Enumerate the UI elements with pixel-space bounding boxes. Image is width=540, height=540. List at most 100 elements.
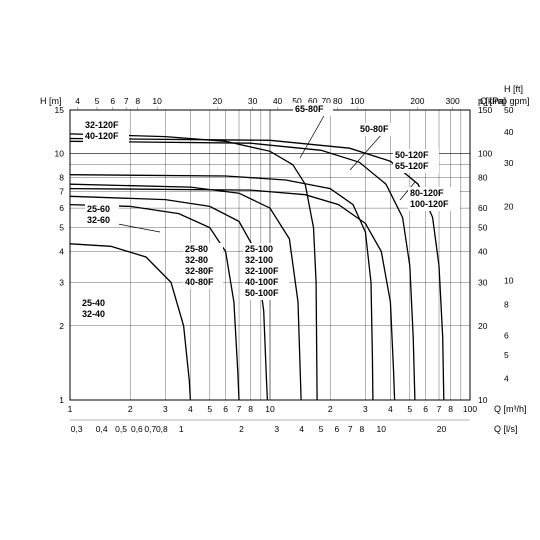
svg-text:1: 1 — [68, 404, 73, 414]
svg-text:5: 5 — [59, 223, 64, 233]
svg-text:2: 2 — [239, 424, 244, 434]
curve-label: 32-80F — [185, 266, 214, 276]
svg-text:10: 10 — [504, 276, 514, 286]
svg-text:0,5: 0,5 — [115, 424, 127, 434]
svg-text:10: 10 — [55, 148, 65, 158]
svg-text:4: 4 — [188, 404, 193, 414]
curve-label: 32-80 — [185, 255, 208, 265]
svg-text:6: 6 — [335, 424, 340, 434]
x-axis-label-m3h: Q [m³/h] — [494, 404, 527, 414]
curve-label: 50-100F — [245, 288, 279, 298]
curve-label: 25-80 — [185, 244, 208, 254]
svg-text:30: 30 — [504, 158, 514, 168]
svg-text:0,7: 0,7 — [144, 424, 156, 434]
svg-text:40: 40 — [478, 247, 488, 257]
svg-text:8: 8 — [504, 299, 509, 309]
curve-label: 25-40 — [82, 298, 105, 308]
svg-text:30: 30 — [478, 277, 488, 287]
svg-text:2: 2 — [128, 404, 133, 414]
svg-text:8: 8 — [59, 172, 64, 182]
svg-text:3: 3 — [59, 277, 64, 287]
svg-text:20: 20 — [213, 96, 223, 106]
curve-label: 25-60 — [87, 204, 110, 214]
svg-text:10: 10 — [265, 404, 275, 414]
svg-text:150: 150 — [478, 105, 492, 115]
svg-text:1: 1 — [179, 424, 184, 434]
svg-text:80: 80 — [478, 172, 488, 182]
x-axis-label-ls: Q [l/s] — [494, 424, 518, 434]
y-axis-label-ft: H [ft] — [504, 84, 523, 94]
svg-text:0,4: 0,4 — [96, 424, 108, 434]
svg-text:0,8: 0,8 — [156, 424, 168, 434]
svg-text:20: 20 — [478, 321, 488, 331]
svg-text:100: 100 — [350, 96, 364, 106]
svg-text:4: 4 — [388, 404, 393, 414]
svg-text:10: 10 — [377, 424, 387, 434]
svg-text:6: 6 — [110, 96, 115, 106]
svg-text:4: 4 — [504, 374, 509, 384]
curve-label: 80-120F — [410, 188, 444, 198]
curve-label: 65-120F — [395, 161, 429, 171]
svg-text:6: 6 — [504, 330, 509, 340]
svg-text:6: 6 — [423, 404, 428, 414]
curve-label: 32-100F — [245, 266, 279, 276]
svg-text:4: 4 — [299, 424, 304, 434]
svg-text:15: 15 — [55, 105, 65, 115]
svg-text:5: 5 — [319, 424, 324, 434]
svg-text:7: 7 — [237, 404, 242, 414]
curve-label: 40-120F — [85, 131, 119, 141]
svg-text:7: 7 — [437, 404, 442, 414]
svg-text:2: 2 — [59, 321, 64, 331]
pump-curve-chart: 12345678102345678100Q [m³/h]0,30,40,50,6… — [0, 0, 540, 540]
curve-label: 65-80F — [295, 104, 324, 114]
svg-text:1: 1 — [59, 395, 64, 405]
svg-text:4: 4 — [59, 247, 64, 257]
svg-text:5: 5 — [504, 350, 509, 360]
svg-text:8: 8 — [360, 424, 365, 434]
svg-text:80: 80 — [333, 96, 343, 106]
svg-text:50: 50 — [478, 223, 488, 233]
curve-label: 32-120F — [85, 120, 119, 130]
curve-label: 32-40 — [82, 309, 105, 319]
svg-text:50: 50 — [504, 105, 514, 115]
svg-text:5: 5 — [407, 404, 412, 414]
svg-text:10: 10 — [152, 96, 162, 106]
svg-text:5: 5 — [95, 96, 100, 106]
curve-label: 32-60 — [87, 215, 110, 225]
svg-text:0,3: 0,3 — [71, 424, 83, 434]
svg-text:8: 8 — [248, 404, 253, 414]
curve-label: 40-100F — [245, 277, 279, 287]
svg-text:100: 100 — [478, 148, 492, 158]
curve-label: 50-120F — [395, 150, 429, 160]
svg-text:5: 5 — [207, 404, 212, 414]
svg-text:3: 3 — [274, 424, 279, 434]
curve-label: 25-100 — [245, 244, 273, 254]
svg-text:0,6: 0,6 — [131, 424, 143, 434]
curve-label: 40-80F — [185, 277, 214, 287]
svg-text:10: 10 — [478, 395, 488, 405]
svg-text:3: 3 — [163, 404, 168, 414]
svg-text:4: 4 — [75, 96, 80, 106]
y-axis-label-m: H [m] — [40, 96, 62, 106]
svg-text:20: 20 — [437, 424, 447, 434]
svg-text:20: 20 — [504, 201, 514, 211]
svg-text:3: 3 — [363, 404, 368, 414]
svg-text:6: 6 — [59, 203, 64, 213]
curve-label: 32-100 — [245, 255, 273, 265]
curve-label: 50-80F — [360, 124, 389, 134]
svg-text:200: 200 — [410, 96, 424, 106]
svg-text:7: 7 — [124, 96, 129, 106]
curve-label: 100-120F — [410, 199, 449, 209]
svg-text:40: 40 — [504, 127, 514, 137]
svg-text:60: 60 — [478, 203, 488, 213]
curve-50-120F — [70, 141, 415, 400]
y-axis-label-kpa: p [kPa] — [478, 96, 506, 106]
svg-text:30: 30 — [248, 96, 258, 106]
svg-text:2: 2 — [328, 404, 333, 414]
svg-text:7: 7 — [348, 424, 353, 434]
svg-text:8: 8 — [135, 96, 140, 106]
svg-text:300: 300 — [445, 96, 459, 106]
svg-text:7: 7 — [59, 187, 64, 197]
chart-svg: 12345678102345678100Q [m³/h]0,30,40,50,6… — [0, 0, 540, 540]
svg-text:40: 40 — [273, 96, 283, 106]
